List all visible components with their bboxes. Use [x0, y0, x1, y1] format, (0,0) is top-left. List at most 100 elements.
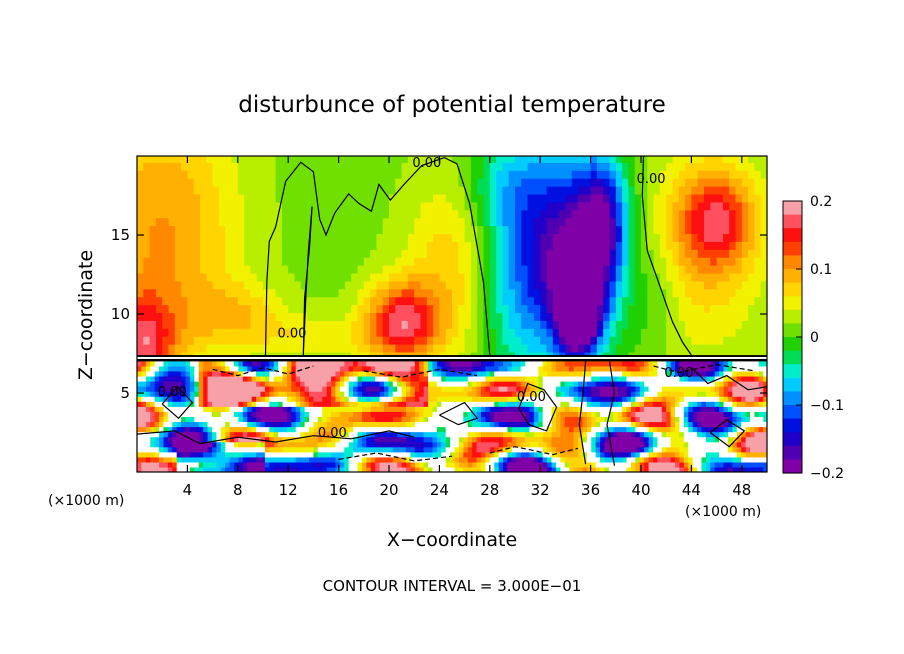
field-cell [263, 265, 270, 274]
field-cell [573, 386, 579, 392]
field-cell [609, 328, 617, 337]
field-cell [615, 162, 623, 171]
field-cell [502, 193, 510, 203]
field-cell [339, 436, 345, 443]
field-cell [630, 401, 636, 407]
field-cell [426, 225, 434, 235]
field-cell [176, 396, 182, 402]
field-cell [332, 344, 340, 353]
field-cell [370, 421, 376, 428]
field-cell [420, 288, 428, 298]
field-cell [339, 421, 345, 428]
field-cell [710, 451, 716, 458]
field-cell [211, 431, 217, 438]
field-cell [596, 344, 604, 353]
field-cell [167, 396, 173, 402]
field-cell [565, 272, 573, 282]
field-cell [754, 178, 762, 187]
field-cell [401, 336, 409, 345]
field-cell [716, 344, 724, 353]
field-cell [395, 170, 403, 179]
field-cell [590, 304, 598, 314]
field-cell [225, 406, 231, 412]
field-cell [586, 446, 592, 453]
field-cell [729, 156, 737, 163]
field-cell [685, 312, 692, 321]
field-cell [653, 170, 661, 179]
field-cell [250, 193, 258, 203]
field-cell [388, 411, 394, 417]
field-cell [503, 436, 509, 443]
field-cell [578, 193, 585, 203]
field-cell [622, 288, 629, 298]
field-cell [538, 406, 544, 412]
field-cell [452, 320, 459, 329]
field-cell [326, 328, 333, 337]
field-cell [525, 421, 531, 428]
field-cell [596, 178, 604, 187]
field-cell [450, 441, 456, 448]
field-cell [735, 156, 743, 163]
field-cell [516, 421, 522, 428]
field-cell [414, 446, 420, 453]
field-cell [489, 406, 495, 412]
field-cell [565, 209, 573, 219]
field-cell [145, 401, 151, 407]
field-cell [626, 441, 632, 448]
field-cell [281, 344, 289, 353]
field-cell [647, 201, 655, 211]
field-cell [445, 296, 453, 306]
field-cell [441, 466, 447, 472]
field-cell [288, 257, 296, 266]
field-cell [691, 156, 699, 163]
field-cell [189, 446, 195, 453]
field-cell [162, 201, 170, 211]
field-cell [231, 265, 239, 274]
field-cell [683, 431, 689, 438]
field-cell [582, 386, 588, 392]
field-cell [361, 411, 367, 417]
field-cell [335, 396, 341, 402]
field-cell [578, 280, 585, 290]
field-cell [454, 431, 460, 438]
field-cell [351, 170, 359, 179]
field-cell [559, 217, 566, 227]
field-cell [722, 296, 730, 306]
field-cell [338, 186, 346, 195]
field-cell [463, 421, 469, 428]
field-cell [760, 193, 767, 203]
field-cell [406, 411, 412, 417]
field-cell [666, 456, 672, 463]
field-cell [477, 344, 485, 353]
field-cell [529, 456, 535, 463]
field-cell [281, 225, 289, 235]
field-cell [353, 391, 359, 397]
field-cell [552, 217, 560, 227]
field-cell [286, 386, 292, 392]
field-cell [231, 328, 239, 337]
field-cell [559, 162, 566, 171]
field-cell [344, 233, 352, 242]
field-cell [159, 406, 165, 412]
field-cell [137, 386, 143, 392]
field-cell [582, 396, 588, 402]
field-cell [250, 225, 258, 235]
field-cell [172, 436, 178, 443]
field-cell [741, 431, 747, 438]
field-cell [375, 441, 381, 448]
field-cell [503, 461, 509, 468]
field-cell [395, 193, 403, 203]
field-cell [502, 156, 510, 163]
field-cell [628, 193, 636, 203]
field-cell [644, 426, 650, 433]
field-cell [502, 178, 510, 187]
field-cell [496, 304, 503, 314]
field-cell [552, 336, 560, 345]
field-cell [559, 241, 566, 250]
field-cell [584, 193, 592, 203]
field-cell [582, 466, 588, 472]
field-cell [410, 426, 416, 433]
field-cell [426, 312, 434, 321]
field-cell [154, 411, 160, 417]
field-cell [439, 178, 447, 187]
